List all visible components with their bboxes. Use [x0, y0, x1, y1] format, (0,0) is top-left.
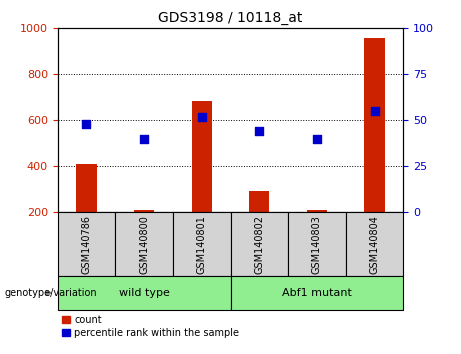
Bar: [230, 212, 288, 276]
Text: GSM140803: GSM140803: [312, 215, 322, 274]
Text: GSM140801: GSM140801: [197, 215, 207, 274]
Bar: [288, 212, 346, 276]
Bar: [307, 210, 327, 212]
Bar: [346, 212, 403, 276]
Title: GDS3198 / 10118_at: GDS3198 / 10118_at: [158, 11, 303, 24]
Bar: [249, 190, 269, 212]
Point: [255, 129, 263, 134]
Legend: count, percentile rank within the sample: count, percentile rank within the sample: [63, 315, 239, 337]
Text: GSM140786: GSM140786: [82, 215, 91, 274]
Text: GSM140800: GSM140800: [139, 215, 149, 274]
Point: [313, 136, 321, 142]
Text: genotype/variation: genotype/variation: [5, 288, 97, 298]
Point: [140, 136, 148, 142]
Point: [198, 114, 206, 120]
Text: GSM140802: GSM140802: [254, 215, 264, 274]
Bar: [230, 276, 403, 310]
Bar: [77, 164, 96, 212]
Point: [371, 108, 378, 114]
Bar: [58, 212, 115, 276]
Bar: [115, 212, 173, 276]
Point: [83, 121, 90, 127]
Text: wild type: wild type: [118, 288, 170, 298]
Bar: [58, 276, 230, 310]
Bar: [192, 101, 212, 212]
Bar: [173, 212, 230, 276]
Bar: [365, 38, 384, 212]
Bar: [134, 210, 154, 212]
Text: GSM140804: GSM140804: [370, 215, 379, 274]
Text: Abf1 mutant: Abf1 mutant: [282, 288, 352, 298]
